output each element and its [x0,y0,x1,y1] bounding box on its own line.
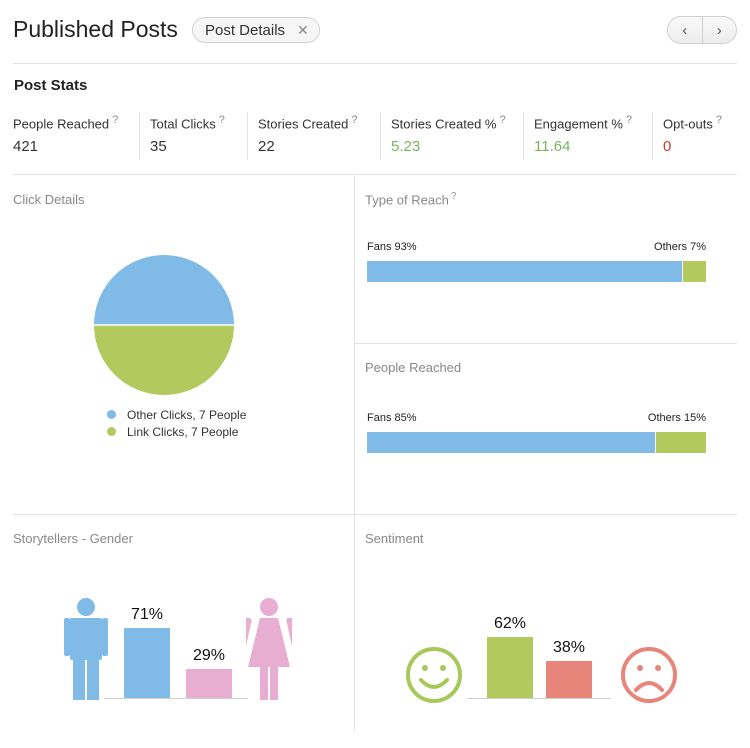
panel-title-text: Type of Reach [365,192,449,208]
people-reached-title: People Reached [365,360,462,375]
legend-item: Other Clicks, 7 People [107,406,246,423]
post-stats-title: Post Stats [14,77,88,94]
sentiment-title: Sentiment [365,531,424,546]
legend-item: Link Clicks, 7 People [107,423,246,440]
help-icon[interactable]: ? [112,114,119,126]
help-icon[interactable]: ? [450,191,457,202]
others-label: Others 7% [654,241,706,253]
bar-positive [487,637,533,698]
stat-label: Opt-outs [663,116,713,132]
stat-total-clicks: Total Clicks? 35 [150,114,225,155]
stat-label: People Reached [13,116,110,132]
female-pct-label: 29% [192,647,226,664]
stat-value: 35 [150,138,167,156]
stat-value: 421 [13,138,39,156]
type-of-reach-stacked-bar [367,261,706,282]
people-reached-stacked-bar [367,432,706,453]
help-icon[interactable]: ? [499,114,506,126]
bar-negative [546,661,592,698]
positive-pct-label: 62% [493,615,527,632]
chevron-left-icon[interactable]: ‹ [668,17,703,43]
divider [354,175,355,731]
click-details-pie-chart [94,255,234,395]
click-details-legend: Other Clicks, 7 People Link Clicks, 7 Pe… [107,406,246,440]
stat-value: 0 [663,138,672,156]
segment-gap [682,261,683,282]
divider [355,343,737,344]
divider [139,112,140,160]
post-details-filter-tag[interactable]: Post Details ✕ [192,17,320,43]
divider [13,514,737,515]
bar-female [186,669,232,698]
gender-title: Storytellers - Gender [13,531,133,546]
segment-gap [655,432,656,453]
pie-slice-link-clicks [94,325,234,395]
bar-segment-fans [367,432,655,453]
male-pct-label: 71% [130,606,164,623]
divider [523,112,524,160]
stat-value: 5.23 [391,138,421,156]
negative-pct-label: 38% [552,639,586,656]
chevron-right-icon[interactable]: › [716,21,722,39]
baseline [104,698,248,699]
type-of-reach-title: Type of Reach? [365,191,456,207]
help-icon[interactable]: ? [351,114,358,126]
page-title: Published Posts [13,16,178,42]
fans-label: Fans 85% [367,412,417,424]
legend-label: Link Clicks, 7 People [127,424,239,439]
divider [380,112,381,160]
stat-engagement-pct: Engagement %? 11.64 [534,114,632,155]
stat-label: Total Clicks [150,116,216,132]
pager: ‹ › [667,16,737,44]
stat-stories-created-pct: Stories Created %? 5.23 [391,114,506,155]
happy-face-icon [406,647,462,703]
close-icon[interactable]: ✕ [297,21,309,38]
bar-male [124,628,170,698]
stat-label: Stories Created [258,116,349,132]
legend-label: Other Clicks, 7 People [127,407,247,422]
stat-label: Engagement % [534,116,623,132]
legend-dot [107,410,116,419]
bar-segment-fans [367,261,682,282]
bar-segment-others [656,432,706,453]
help-icon[interactable]: ? [715,114,722,126]
pie-slice-other-clicks [94,255,234,325]
stat-value: 22 [258,138,275,156]
legend-dot [107,427,116,436]
sad-face-icon [621,647,677,703]
filter-tag-label: Post Details [205,21,286,39]
stat-stories-created: Stories Created? 22 [258,114,357,155]
others-label: Others 15% [647,412,706,424]
stat-value: 11.64 [534,138,571,156]
stat-label: Stories Created % [391,116,497,132]
stat-people-reached: People Reached? 421 [13,114,118,155]
baseline [467,698,611,699]
fans-label: Fans 93% [367,241,417,253]
stat-opt-outs: Opt-outs? 0 [663,114,722,155]
divider [247,112,248,160]
bar-segment-others [683,261,706,282]
divider [652,112,653,160]
divider [13,63,737,64]
click-details-title: Click Details [13,192,85,207]
divider [13,174,737,175]
female-icon [246,598,292,700]
male-icon [64,598,108,700]
help-icon[interactable]: ? [625,114,633,126]
help-icon[interactable]: ? [218,114,225,126]
